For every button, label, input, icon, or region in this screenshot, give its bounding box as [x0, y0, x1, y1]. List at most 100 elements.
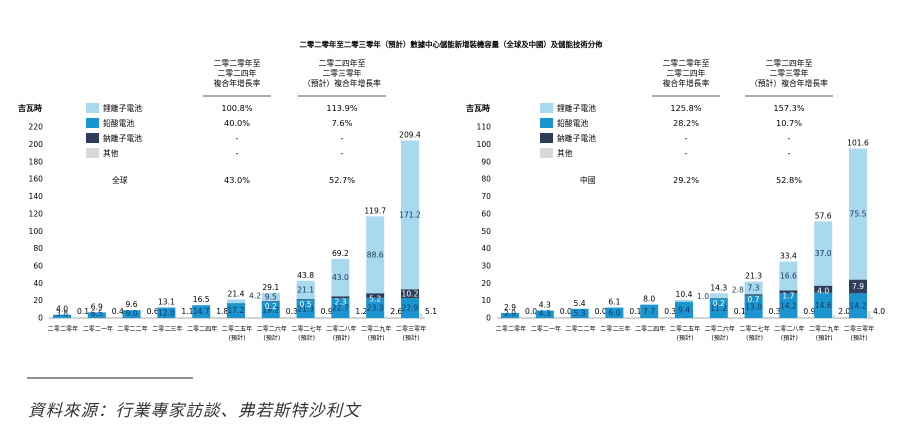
- bar-label-other: 0.9: [321, 307, 333, 316]
- bar-label-lithium: 37.0: [815, 249, 832, 258]
- bar-total-label: 33.4: [780, 252, 797, 261]
- bar-label-lead: 3.8: [56, 309, 68, 318]
- x-tick-label: (預計): [229, 334, 246, 342]
- chart-panel-china: 吉瓦時 0 10 20 30 40 50 60 70 80 90 100 110 2.92.9 0.0 二零二…: [466, 58, 885, 342]
- bar-segment-sodium: [744, 294, 763, 296]
- cagr-col1-header: 二零二零年至: [663, 58, 710, 68]
- bar-label-lead: 5.3: [574, 309, 586, 318]
- legend-label: 鉛酸電池: [557, 118, 588, 128]
- bar-segment-other: [106, 317, 110, 318]
- legend-label: 鋰離子電池: [557, 103, 596, 113]
- bar-label-lead: 9.0: [126, 309, 138, 318]
- x-tick-label: 二零二七年: [739, 325, 769, 333]
- y-tick-label: 80: [481, 175, 491, 184]
- bar-segment-other: [420, 313, 423, 318]
- y-tick-label: 30: [481, 262, 491, 271]
- cagr-value: 7.6%: [332, 118, 353, 128]
- bar-segment-other: [141, 317, 145, 318]
- cagr-col1-header: 二零二四年: [218, 68, 257, 78]
- y-tick-label: 160: [29, 175, 44, 184]
- x-tick-label: 二零二六年: [705, 325, 735, 333]
- bar-total-label: 4.3: [539, 301, 551, 310]
- bar-label-sodium: 4.0: [817, 287, 829, 296]
- bar-segment-other: [385, 315, 388, 318]
- y-tick-label: 0: [38, 314, 43, 323]
- legend-label: 其他: [557, 148, 573, 158]
- bar-segment-lithium: [779, 261, 798, 291]
- bar-total-label: 69.2: [332, 249, 349, 258]
- x-tick-label: (預計): [851, 334, 868, 342]
- bar-total-label: 4.0: [56, 305, 68, 314]
- bar-segment-lead: [640, 304, 659, 318]
- cagr-value: -: [685, 133, 688, 143]
- bar-segment-lead: [331, 298, 350, 318]
- bar-label-lithium: 75.5: [850, 210, 867, 219]
- bar-label-lead: 6.0: [608, 308, 620, 317]
- bar-total-label: 9.6: [126, 300, 138, 309]
- y-tick-label: 10: [481, 296, 491, 305]
- x-tick-label: (預計): [263, 334, 280, 342]
- bar-segment-sodium: [261, 301, 280, 302]
- x-tick-label: (預計): [403, 334, 420, 342]
- bar-label-lithium: 4.2: [249, 291, 261, 300]
- legend-swatch-lead: [540, 118, 553, 128]
- bar-label-sodium: 0.2: [713, 299, 725, 308]
- legend-swatch-sodium: [540, 133, 553, 143]
- bar-label-sodium: 0.7: [748, 295, 760, 304]
- bar-label-sodium: 7.9: [852, 282, 864, 291]
- cagr-value: 125.8%: [670, 103, 701, 113]
- cagr-value: 100.8%: [221, 103, 252, 113]
- y-tick-label: 70: [481, 192, 491, 201]
- legend-swatch-other: [86, 148, 99, 158]
- bar-label-lead: 9.4: [678, 305, 690, 314]
- bar-label-sodium: 0.2: [265, 302, 277, 311]
- bar-segment-lead: [296, 299, 315, 318]
- bar-label-sodium: 0.5: [300, 300, 312, 309]
- y-tick-label: 140: [29, 192, 44, 201]
- bar-total-label: 8.0: [643, 295, 655, 304]
- bar-segment-lithium: [331, 258, 350, 297]
- x-tick-label: 二零二零年: [48, 325, 78, 333]
- bar-label-lead: 22.9: [402, 304, 419, 313]
- y-tick-label: 110: [477, 123, 492, 132]
- bar-segment-lead: [157, 307, 176, 318]
- bar-label-sodium: 10.2: [402, 289, 419, 298]
- y-tick-label: 80: [33, 244, 43, 253]
- bar-label-lead: 22.7: [332, 304, 349, 313]
- bar-label-lithium: 88.6: [367, 250, 384, 259]
- bar-segment-other: [763, 317, 767, 318]
- bar-segment-lithium: [401, 140, 419, 290]
- bar-segment-lead: [501, 312, 519, 318]
- bar-segment-other: [176, 317, 179, 318]
- cagr-col1-header: 二零二四年: [667, 68, 706, 78]
- bar-label-lithium: 1.0: [697, 292, 709, 301]
- x-tick-label: 二零二六年: [257, 325, 287, 333]
- bar-label-other: 1.2: [355, 307, 367, 316]
- legend-label: 鉛酸電池: [103, 118, 134, 128]
- bar-segment-lithium: [296, 280, 315, 300]
- bar-segment-lithium: [675, 299, 693, 302]
- bar-segment-sodium: [814, 285, 833, 293]
- bar-segment-sodium: [709, 298, 728, 299]
- x-tick-label: 二零三零年: [396, 325, 426, 333]
- cagr-col1-header: 複合年增長率: [663, 78, 710, 88]
- legend-label: 鈉離子電池: [103, 133, 142, 143]
- bar-segment-lithium: [709, 293, 728, 299]
- bar-segment-other: [833, 314, 836, 318]
- bar-total-label: 16.5: [193, 295, 210, 304]
- bar-label-lead: 4.3: [539, 309, 551, 318]
- bar-label-lead: 17.2: [228, 306, 245, 315]
- bar-label-other: 0.6: [147, 307, 159, 316]
- bar-total-label: 14.3: [710, 283, 727, 292]
- bar-segment-lithium: [744, 281, 763, 295]
- bar-total-label: 43.8: [297, 271, 314, 280]
- bar-label-lithium: 171.2: [399, 211, 421, 220]
- cagr-value: 40.0%: [224, 118, 250, 128]
- y-tick-label: 20: [481, 279, 491, 288]
- bar-label-lithium: 21.1: [297, 286, 314, 295]
- x-tick-label: 二零二九年: [809, 325, 839, 333]
- y-tick-label: 100: [477, 140, 492, 149]
- bar-segment-sodium: [401, 289, 419, 299]
- bar-label-lead: 14.6: [815, 301, 832, 310]
